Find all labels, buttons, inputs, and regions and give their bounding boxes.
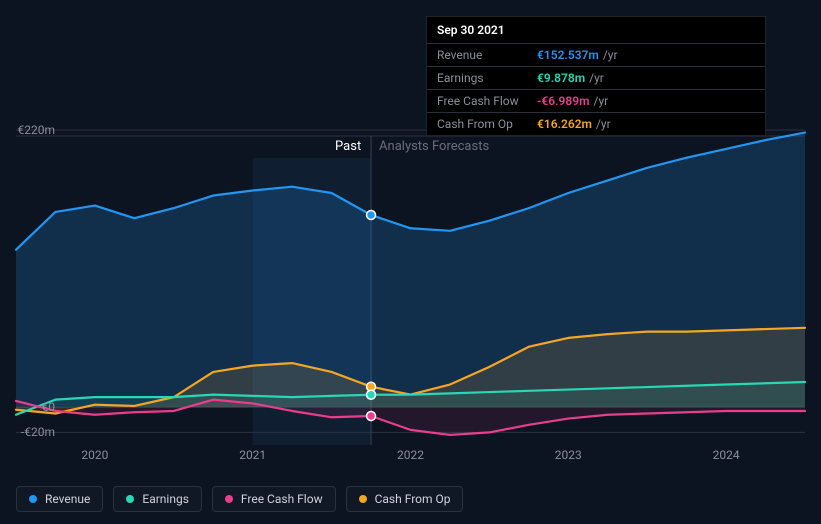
legend-item-label: Earnings [142, 492, 189, 506]
x-axis-tick-label: 2021 [239, 448, 266, 462]
tooltip-row-label: Revenue [437, 48, 537, 62]
section-label-past: Past [335, 139, 361, 154]
legend-item[interactable]: Free Cash Flow [212, 486, 336, 512]
legend-item-label: Revenue [45, 492, 90, 506]
y-axis-tick-label: -€20m [5, 425, 55, 439]
legend-dot-icon [126, 495, 134, 503]
x-axis-tick-label: 2023 [555, 448, 582, 462]
legend-item-label: Cash From Op [375, 492, 451, 506]
tooltip-row-unit: /yr [596, 117, 611, 131]
tooltip-date: Sep 30 2021 [427, 17, 765, 44]
tooltip-row-label: Free Cash Flow [437, 94, 537, 108]
legend-dot-icon [225, 495, 233, 503]
legend-dot-icon [359, 495, 367, 503]
tooltip-row-value: €152.537m [537, 48, 599, 62]
chart-legend: Revenue Earnings Free Cash Flow Cash From O… [16, 486, 463, 512]
tooltip-row-label: Cash From Op [437, 117, 537, 131]
y-axis-tick-label: €220m [5, 123, 55, 137]
x-axis-tick-label: 2022 [397, 448, 424, 462]
tooltip-row-unit: /yr [594, 94, 609, 108]
tooltip-row: Earnings€9.878m/yr [427, 67, 765, 90]
tooltip-row-value: €9.878m [537, 71, 585, 85]
tooltip-row-label: Earnings [437, 71, 537, 85]
legend-item-label: Free Cash Flow [241, 492, 323, 506]
legend-dot-icon [29, 495, 37, 503]
legend-item[interactable]: Earnings [113, 486, 202, 512]
tooltip-row: Cash From Op€16.262m/yr [427, 113, 765, 135]
tooltip-row-value: -€6.989m [537, 94, 590, 108]
chart-tooltip: Sep 30 2021 Revenue€152.537m/yrEarnings€… [426, 16, 766, 136]
x-axis-tick-label: 2024 [713, 448, 740, 462]
tooltip-row: Revenue€152.537m/yr [427, 44, 765, 67]
tooltip-row: Free Cash Flow-€6.989m/yr [427, 90, 765, 113]
legend-item[interactable]: Cash From Op [346, 486, 464, 512]
tooltip-row-unit: /yr [589, 71, 604, 85]
legend-item[interactable]: Revenue [16, 486, 103, 512]
x-axis-tick-label: 2020 [81, 448, 108, 462]
y-axis-tick-label: €0 [5, 400, 55, 414]
tooltip-row-value: €16.262m [537, 117, 592, 131]
section-label-forecast: Analysts Forecasts [379, 139, 489, 154]
tooltip-row-unit: /yr [603, 48, 618, 62]
